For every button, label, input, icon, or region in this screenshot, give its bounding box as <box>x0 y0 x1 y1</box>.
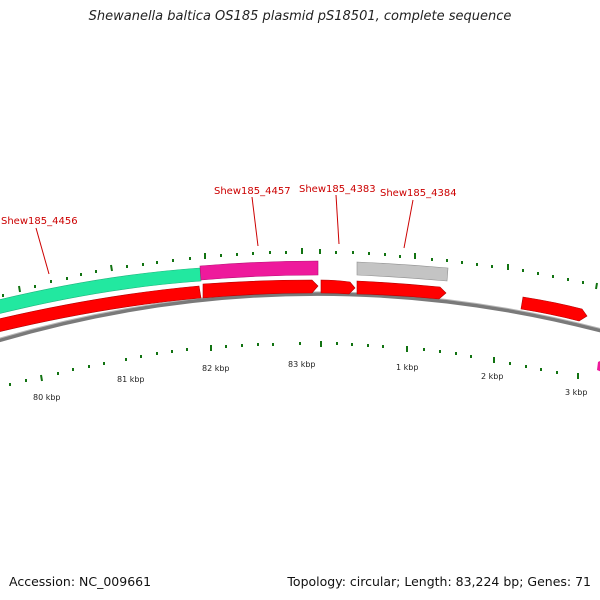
gene-reverse-2[interactable] <box>202 279 319 299</box>
gene-edge-right[interactable] <box>597 360 600 372</box>
gene-reverse-5[interactable] <box>520 296 588 322</box>
gene-label-shew185-4457: Shew185_4457 <box>214 186 291 197</box>
gene-label-shew185-4456: Shew185_4456 <box>1 216 78 227</box>
kbp-label-2: 2 kbp <box>481 372 503 381</box>
kbp-label-80: 80 kbp <box>33 393 61 402</box>
inner-tick-ring <box>9 341 579 386</box>
accession-label: Accession: NC_009661 <box>9 574 152 589</box>
kbp-label-82: 82 kbp <box>202 364 230 373</box>
outer-tick-ring <box>2 248 598 297</box>
kbp-label-83: 83 kbp <box>288 360 316 369</box>
leader-shew185-4383 <box>335 194 340 245</box>
backbone-ring <box>0 291 600 343</box>
gene-shew185-4383[interactable] <box>320 279 356 295</box>
gene-reverse-4[interactable] <box>356 280 447 300</box>
summary-label: Topology: circular; Length: 83,224 bp; G… <box>287 574 591 589</box>
gene-label-shew185-4384: Shew185_4384 <box>380 188 457 199</box>
kbp-label-3: 3 kbp <box>565 388 587 397</box>
gene-shew185-4456[interactable] <box>0 267 202 316</box>
leader-shew185-4456 <box>35 227 50 275</box>
map-title: Shewanella baltica OS185 plasmid pS18501… <box>88 9 512 24</box>
kbp-label-1: 1 kbp <box>396 363 418 372</box>
gene-label-shew185-4383: Shew185_4383 <box>299 184 376 195</box>
gene-shew185-4384[interactable] <box>356 261 449 282</box>
leader-shew185-4457 <box>251 196 259 247</box>
leader-shew185-4384 <box>403 199 414 249</box>
gene-reverse-1[interactable] <box>0 285 202 334</box>
gene-shew185-4457[interactable] <box>199 260 319 281</box>
kbp-label-81: 81 kbp <box>117 375 145 384</box>
